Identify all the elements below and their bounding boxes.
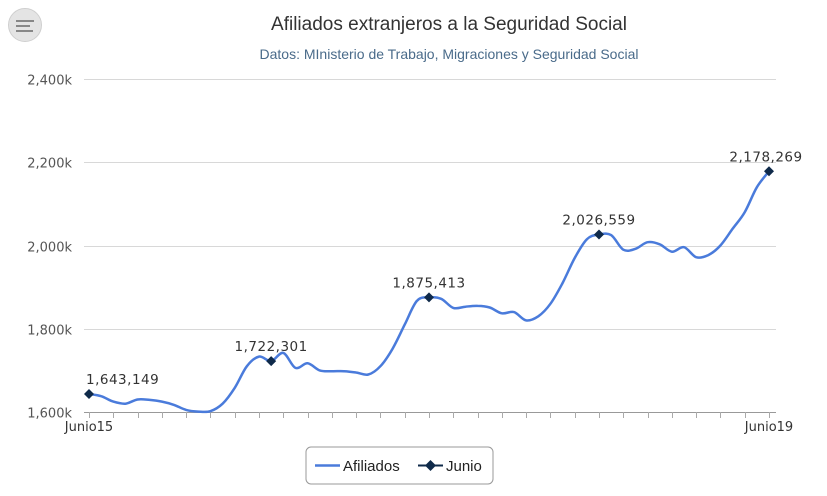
data-label: 2,026,559 [562, 212, 635, 228]
junio-markers [84, 166, 774, 400]
y-axis-ticks: 1,600k 1,800k 2,000k 2,200k 2,400k [27, 74, 72, 422]
legend-label-afiliados: Afiliados [343, 458, 400, 475]
x-tick-label-start: Junio15 [64, 420, 113, 435]
data-label: 2,178,269 [729, 149, 802, 165]
x-tick-label-end: Junio19 [744, 420, 793, 435]
legend[interactable]: Afiliados Junio [305, 446, 494, 485]
y-tick-label: 2,200k [27, 157, 72, 172]
legend-box [305, 446, 494, 485]
y-tick-label: 1,600k [27, 407, 72, 422]
junio-marker[interactable] [764, 166, 774, 177]
junio-marker[interactable] [266, 356, 277, 367]
legend-item-junio[interactable]: Junio [418, 458, 482, 475]
data-label: 1,722,301 [235, 339, 308, 355]
brand-logo [8, 8, 42, 42]
series-area [87, 170, 771, 414]
x-axis: Junio15 Junio19 [64, 412, 793, 435]
legend-item-afiliados[interactable]: Afiliados [315, 458, 400, 475]
chart-subtitle: Datos: MInisterio de Trabajo, Migracione… [260, 46, 639, 62]
y-tick-label: 1,800k [27, 324, 72, 339]
chart-title: Afiliados extranjeros a la Seguridad Soc… [271, 14, 627, 35]
data-label: 1,875,413 [392, 275, 465, 291]
y-tick-label: 2,000k [27, 241, 72, 256]
data-label: 1,643,149 [86, 372, 159, 388]
legend-junio-diamond [425, 460, 436, 471]
legend-label-junio: Junio [446, 458, 482, 475]
y-tick-label: 2,400k [27, 74, 72, 89]
junio-marker[interactable] [594, 229, 604, 240]
junio-marker[interactable] [424, 292, 434, 303]
junio-marker[interactable] [84, 389, 94, 400]
data-labels: 1,643,149 1,722,301 1,875,413 2,026,559 2,17… [86, 149, 802, 388]
grid-lines [84, 79, 776, 413]
series-afiliados-line [87, 170, 771, 414]
